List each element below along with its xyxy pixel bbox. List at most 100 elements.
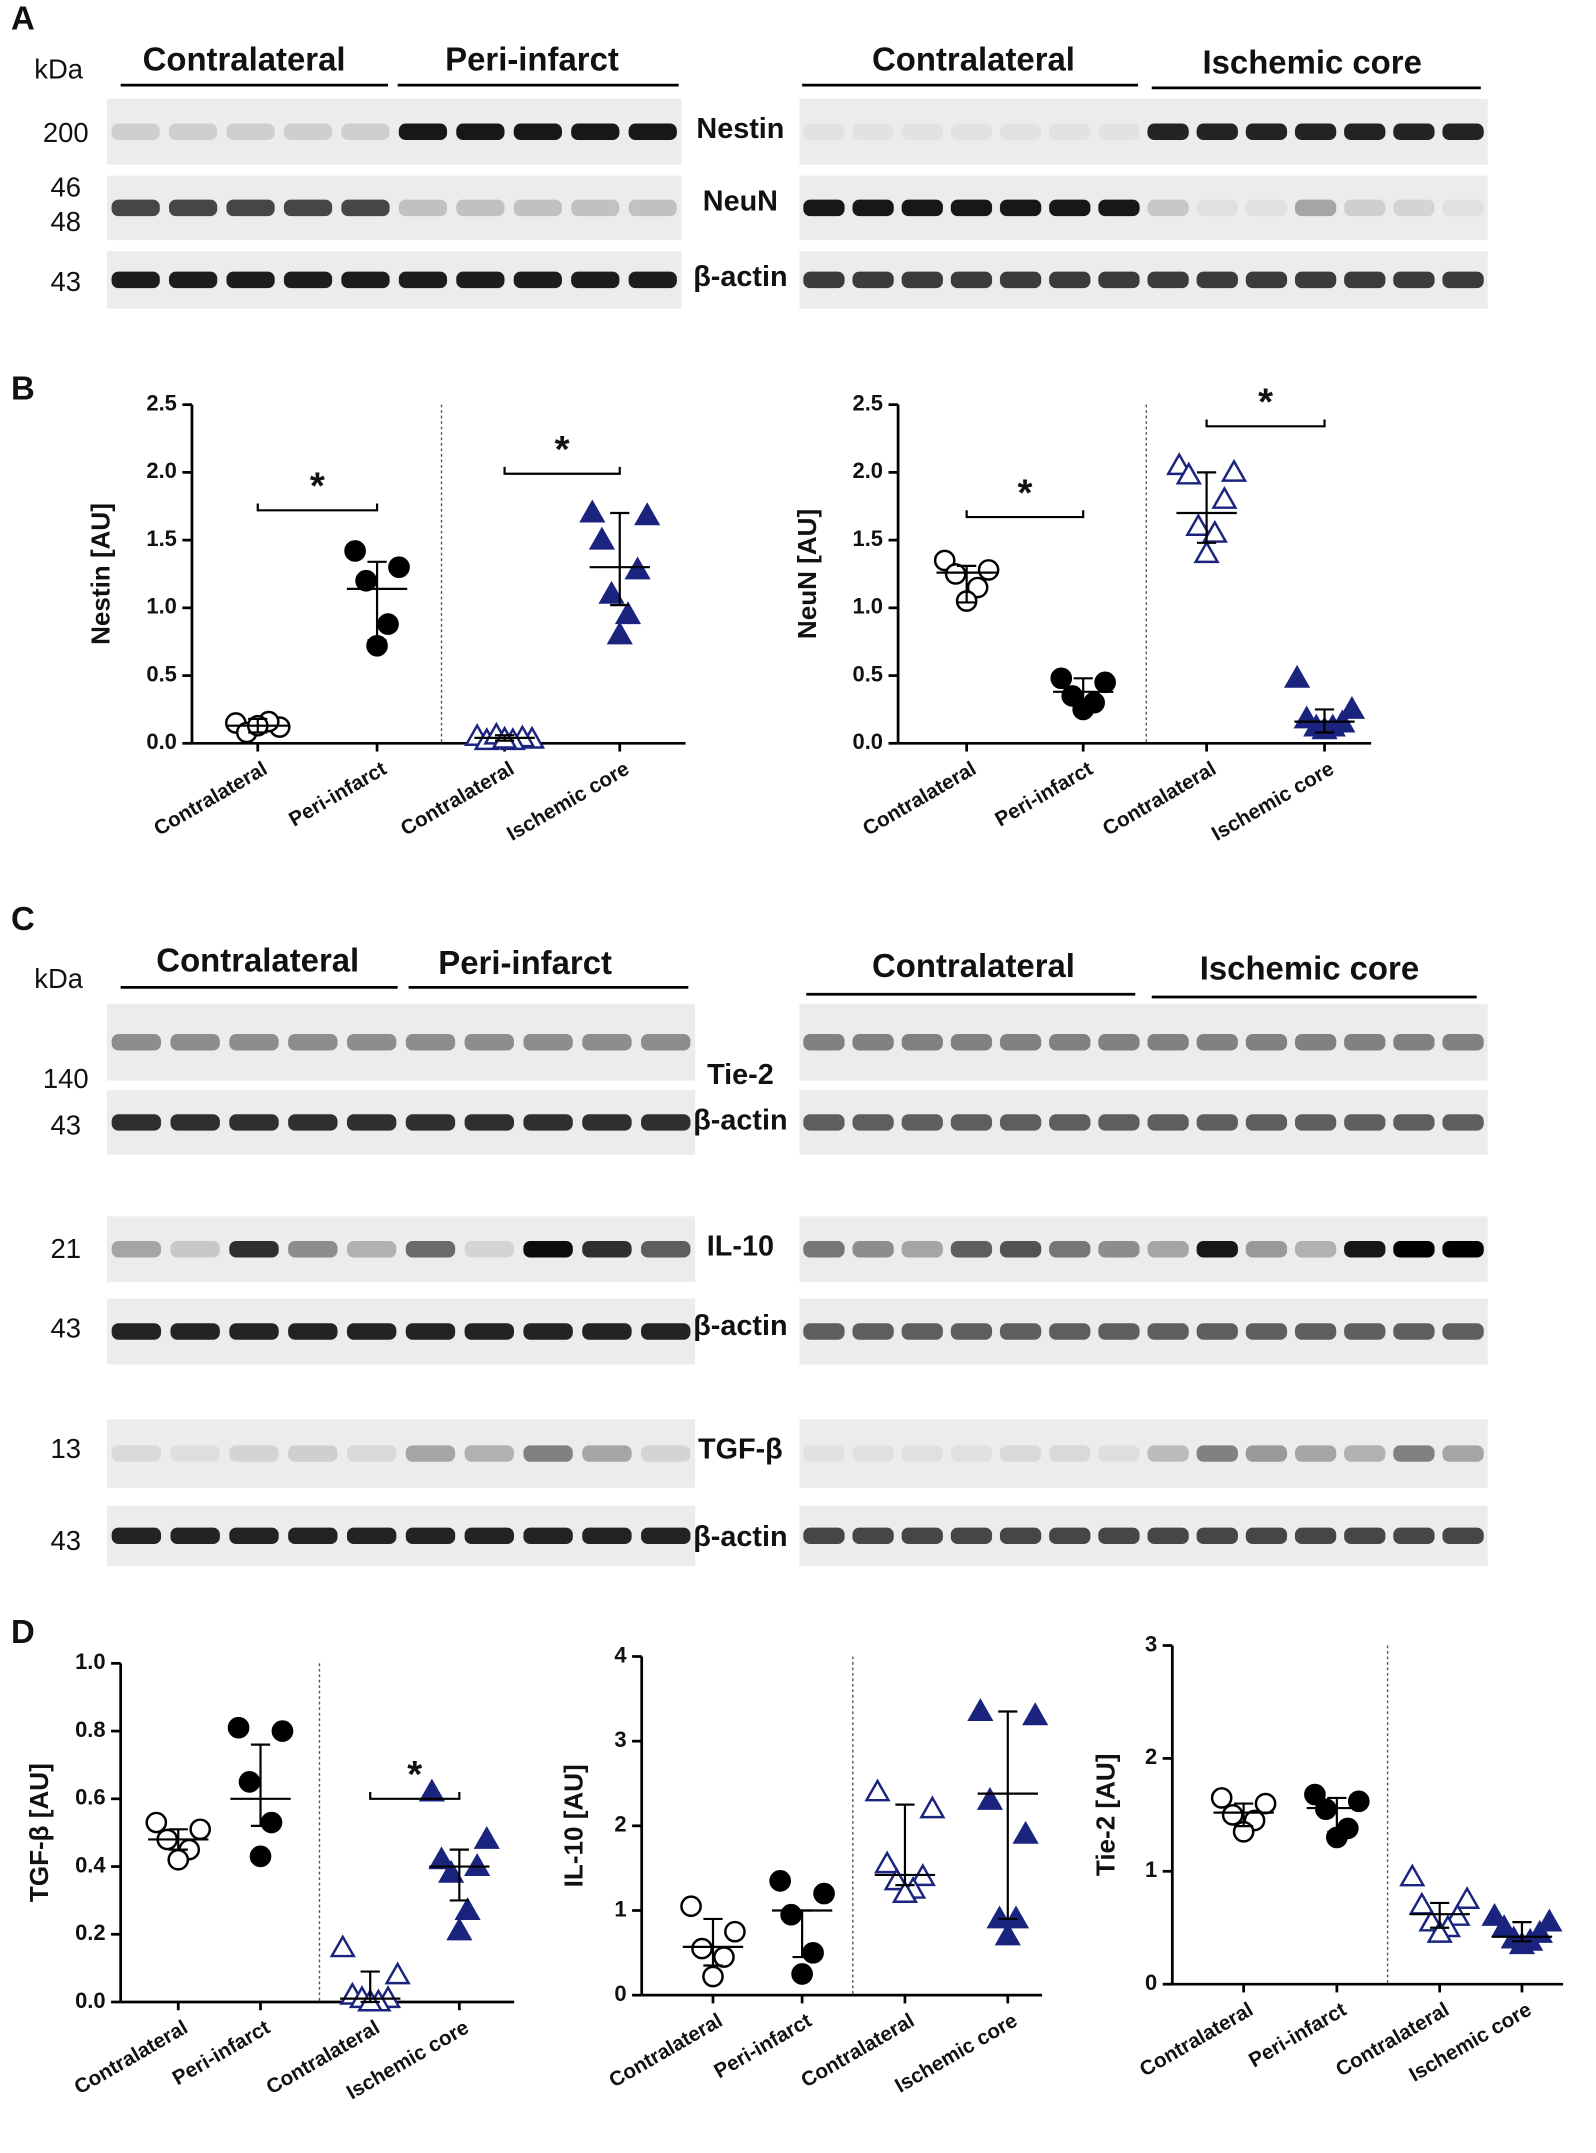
data-point — [624, 556, 651, 580]
blot-strip — [799, 1003, 1488, 1081]
blot-band — [226, 271, 275, 289]
data-point — [986, 1905, 1013, 1929]
y-tick-label: 1 — [614, 1896, 626, 1921]
blot-band — [226, 199, 275, 217]
blot-band — [346, 1445, 397, 1462]
data-point — [388, 556, 410, 579]
blot-band — [1442, 1033, 1484, 1051]
significance-label: * — [407, 1753, 422, 1796]
group-label: Contralateral — [156, 941, 359, 978]
blot-band — [523, 1114, 573, 1131]
blot-band — [168, 271, 218, 289]
blot-band — [950, 1114, 993, 1131]
blot-band — [111, 199, 160, 217]
blot-band — [170, 1114, 220, 1131]
blot-band — [803, 1445, 845, 1462]
blot-band — [456, 199, 505, 217]
blot-band — [1098, 1527, 1140, 1545]
blot-band — [288, 1114, 338, 1131]
data-point — [1454, 1886, 1481, 1909]
x-tick-label: Peri-infarct — [991, 757, 1097, 831]
blot-band — [398, 199, 448, 217]
blot-band — [582, 1445, 632, 1462]
blot-band — [1393, 1323, 1435, 1340]
blot-band — [1147, 123, 1189, 141]
data-point — [167, 1848, 190, 1871]
data-point — [967, 1698, 994, 1721]
data-point — [780, 1903, 802, 1926]
blot-band — [641, 1033, 691, 1051]
blot-band — [405, 1527, 456, 1545]
x-tick-label: Ischemic core — [1208, 757, 1338, 845]
blot-band — [999, 1241, 1042, 1258]
blot-band — [1393, 199, 1435, 217]
blot-band — [1344, 271, 1386, 289]
blot-band — [229, 1323, 279, 1340]
blot-band — [405, 1445, 456, 1462]
blot-band — [852, 1527, 894, 1545]
blot-band — [901, 123, 943, 141]
kda-label: 43 — [51, 266, 81, 297]
group-label: Peri-infarct — [438, 944, 612, 981]
kda-label: 200 — [43, 117, 89, 148]
blot-band — [1196, 1527, 1238, 1545]
blot-band — [1147, 1241, 1189, 1258]
blot-band — [803, 199, 845, 217]
y-tick-label: 2.0 — [853, 458, 883, 483]
x-tick-label: Contralateral — [70, 2016, 191, 2099]
blot-band — [1147, 1445, 1189, 1462]
y-tick-label: 1 — [1145, 1857, 1157, 1882]
blot-band — [1294, 271, 1337, 289]
significance-bracket — [369, 1791, 461, 1800]
significance-label: * — [1258, 381, 1273, 424]
blot-band — [111, 1241, 162, 1258]
data-point — [724, 1920, 746, 1943]
y-axis-label: IL-10 [AU] — [559, 1764, 589, 1887]
blot-band — [1245, 123, 1288, 141]
blot-band — [950, 1323, 993, 1340]
data-point — [944, 563, 967, 585]
data-point — [1304, 1783, 1326, 1806]
kda-label: 140 — [43, 1063, 89, 1094]
blot-band — [1245, 1445, 1288, 1462]
blot-band — [1049, 1445, 1091, 1462]
y-tick-label: 0.8 — [75, 1717, 105, 1742]
y-tick-label: 2.5 — [853, 390, 883, 415]
blot-band — [803, 271, 845, 289]
y-tick-label: 2.5 — [146, 390, 176, 415]
blot-band — [1442, 199, 1484, 217]
y-tick-label: 3 — [614, 1727, 626, 1752]
blot-band — [1442, 1323, 1484, 1340]
data-point — [891, 1880, 919, 1904]
blot-band — [1098, 271, 1140, 289]
blot-band — [1393, 1114, 1435, 1131]
blot-band — [111, 1527, 162, 1545]
blot-strip — [799, 1419, 1488, 1488]
blot-band — [1393, 1033, 1435, 1051]
data-point — [598, 580, 625, 604]
blot-band — [464, 1527, 514, 1545]
y-axis-label: NeuN [AU] — [792, 509, 822, 639]
blot-band — [1344, 1241, 1386, 1258]
blot-band — [1245, 1114, 1288, 1131]
kda-label: 13 — [51, 1433, 81, 1464]
blot-band — [901, 1241, 943, 1258]
data-point — [769, 1870, 792, 1892]
kda-label: 43 — [51, 1525, 81, 1556]
protein-label: β-actin — [693, 1104, 787, 1136]
y-axis-label: TGF-β [AU] — [24, 1763, 54, 1902]
blot-band — [1344, 199, 1386, 217]
y-tick-label: 1.5 — [853, 526, 883, 551]
blot-band — [950, 1445, 993, 1462]
y-tick-label: 2.0 — [146, 458, 176, 483]
data-point — [1185, 513, 1212, 537]
blot-band — [283, 123, 333, 141]
y-tick-label: 1.0 — [853, 594, 883, 619]
kda-label: 43 — [51, 1312, 81, 1343]
blot-band — [999, 1033, 1042, 1051]
blot-band — [1245, 1033, 1288, 1051]
blot-band — [1196, 1241, 1238, 1258]
blot-band — [456, 123, 505, 141]
blot-band — [1393, 123, 1435, 141]
significance-label: * — [310, 465, 325, 508]
